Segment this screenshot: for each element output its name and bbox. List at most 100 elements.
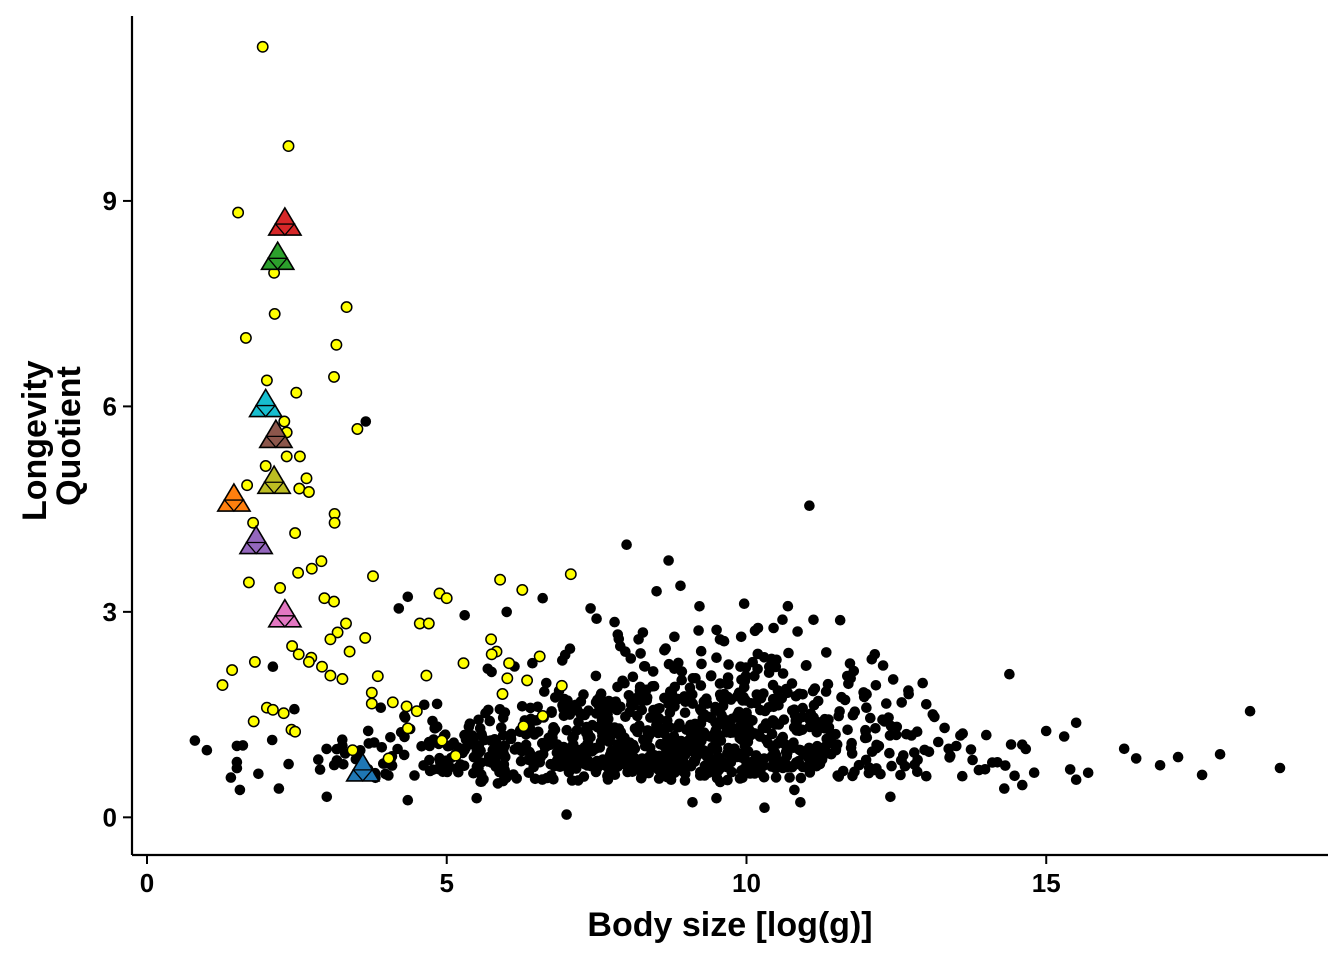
point bbox=[860, 754, 872, 766]
point bbox=[418, 760, 429, 771]
point bbox=[273, 783, 285, 794]
point bbox=[583, 705, 594, 716]
point bbox=[505, 733, 517, 745]
point bbox=[834, 706, 845, 717]
point bbox=[879, 716, 890, 727]
point bbox=[768, 622, 779, 634]
point-yellow bbox=[293, 450, 306, 463]
point bbox=[632, 710, 643, 722]
point-yellow bbox=[555, 679, 568, 692]
point bbox=[807, 685, 819, 697]
point bbox=[739, 675, 751, 687]
point bbox=[637, 764, 649, 776]
point bbox=[939, 722, 950, 734]
point bbox=[846, 748, 858, 759]
point bbox=[635, 773, 647, 784]
triangle-down bbox=[266, 257, 289, 271]
point-yellow bbox=[400, 700, 413, 713]
point bbox=[784, 772, 795, 783]
point bbox=[860, 724, 871, 736]
point bbox=[846, 737, 857, 749]
point bbox=[663, 555, 674, 566]
point bbox=[445, 740, 456, 751]
point bbox=[801, 660, 812, 671]
point bbox=[455, 759, 466, 770]
point bbox=[1082, 767, 1094, 779]
point bbox=[464, 718, 476, 729]
point bbox=[675, 580, 686, 592]
point bbox=[834, 614, 846, 626]
point bbox=[815, 745, 826, 756]
point bbox=[789, 709, 801, 721]
point bbox=[673, 657, 684, 669]
point-yellow bbox=[457, 657, 470, 670]
point-yellow bbox=[277, 707, 290, 720]
point-yellow bbox=[290, 386, 303, 399]
point bbox=[792, 626, 803, 637]
point bbox=[564, 643, 576, 654]
highlight-pink bbox=[267, 598, 303, 628]
point-yellow bbox=[351, 423, 364, 435]
point bbox=[539, 686, 550, 697]
point bbox=[884, 747, 895, 759]
point bbox=[393, 603, 405, 614]
point bbox=[550, 692, 561, 703]
point bbox=[543, 735, 555, 746]
point bbox=[473, 714, 484, 726]
point bbox=[805, 708, 817, 719]
point bbox=[590, 670, 602, 682]
point bbox=[567, 739, 579, 750]
point bbox=[745, 698, 757, 709]
point-yellow bbox=[282, 140, 295, 153]
point bbox=[602, 770, 613, 782]
point-yellow bbox=[401, 722, 414, 735]
point bbox=[429, 723, 441, 734]
point bbox=[527, 657, 538, 669]
point bbox=[793, 755, 804, 767]
point bbox=[734, 773, 746, 784]
point-yellow bbox=[503, 657, 516, 670]
point-yellow bbox=[328, 595, 340, 608]
point bbox=[1196, 769, 1208, 781]
point bbox=[380, 768, 391, 780]
point-yellow bbox=[292, 566, 305, 579]
point bbox=[783, 647, 794, 659]
point bbox=[979, 764, 991, 775]
point bbox=[541, 772, 553, 784]
point bbox=[965, 744, 977, 755]
point bbox=[847, 709, 859, 721]
point bbox=[906, 730, 917, 741]
point bbox=[653, 773, 665, 784]
point bbox=[687, 797, 698, 808]
point bbox=[806, 749, 817, 761]
point bbox=[885, 791, 896, 803]
point-yellow bbox=[289, 725, 302, 738]
point-yellow bbox=[346, 744, 359, 757]
point bbox=[1017, 779, 1028, 791]
highlight-blue bbox=[345, 752, 381, 782]
point-yellow bbox=[242, 576, 255, 589]
point bbox=[669, 681, 681, 693]
point bbox=[289, 703, 300, 715]
point bbox=[767, 679, 779, 691]
point bbox=[758, 771, 770, 783]
point-yellow bbox=[241, 479, 254, 492]
point bbox=[687, 673, 699, 684]
point bbox=[237, 740, 249, 751]
point bbox=[480, 707, 491, 719]
point bbox=[909, 759, 920, 771]
point bbox=[460, 734, 472, 745]
point bbox=[431, 698, 443, 710]
point-yellow bbox=[331, 626, 344, 639]
point bbox=[331, 743, 343, 755]
y-axis-title-line-1: Longevity bbox=[16, 360, 54, 521]
point-yellow bbox=[365, 697, 378, 710]
point-yellow bbox=[516, 583, 529, 596]
point bbox=[1004, 668, 1015, 680]
point bbox=[615, 726, 627, 738]
point bbox=[676, 674, 687, 686]
x-tick-label: 0 bbox=[140, 868, 154, 898]
point bbox=[759, 705, 771, 717]
point-yellow bbox=[248, 655, 261, 668]
point bbox=[575, 696, 587, 707]
